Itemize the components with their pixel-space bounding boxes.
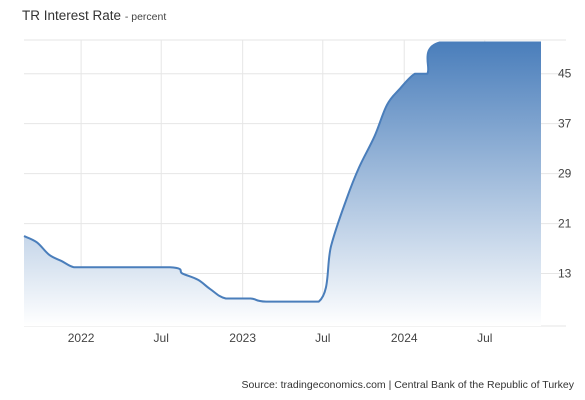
- chart-title: TR Interest Rate - percent: [22, 8, 167, 23]
- chart-subtitle: - percent: [124, 11, 167, 23]
- area-fill: [24, 42, 541, 326]
- x-tick-label: Jul: [154, 331, 169, 345]
- y-tick-label: 13: [558, 267, 572, 281]
- series-line: [23, 41, 541, 303]
- x-tick-label: Jul: [315, 331, 330, 345]
- y-tick-label: 29: [558, 167, 572, 181]
- y-tick-label: 37: [558, 117, 572, 131]
- x-axis-labels: 2022 Jul 2023 Jul 2024 Jul: [68, 331, 493, 345]
- x-tick-label: 2023: [229, 331, 256, 345]
- y-tick-label: 21: [558, 217, 572, 231]
- source-note: Source: tradingeconomics.com | Central B…: [241, 379, 574, 391]
- x-tick-label: 2024: [391, 331, 418, 345]
- x-tick-label: 2022: [68, 331, 95, 345]
- y-tick-label: 45: [558, 67, 572, 81]
- y-axis-labels: 13 21 29 37 45: [558, 67, 572, 281]
- x-tick-label: Jul: [477, 331, 492, 345]
